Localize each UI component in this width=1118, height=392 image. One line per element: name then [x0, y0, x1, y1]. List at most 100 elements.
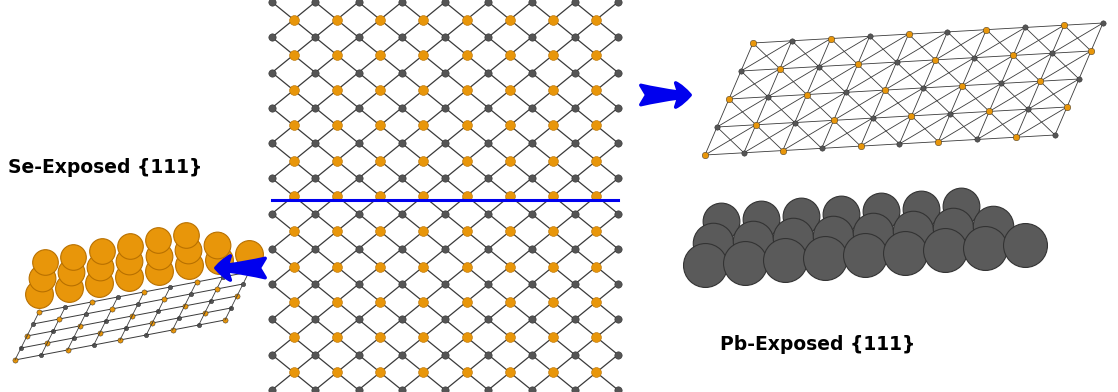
Point — [798, 91, 816, 98]
Point — [822, 35, 840, 42]
Point — [58, 347, 76, 353]
Point — [285, 122, 303, 129]
Point — [587, 16, 605, 23]
Point — [501, 299, 519, 305]
Point — [436, 175, 454, 181]
Point — [566, 246, 584, 252]
Point — [544, 263, 562, 270]
Point — [70, 323, 88, 329]
Point — [1095, 20, 1112, 26]
Point — [350, 69, 368, 76]
Point — [392, 211, 410, 217]
Point — [328, 369, 345, 376]
Point — [501, 158, 519, 164]
Point — [121, 258, 139, 265]
Point — [392, 140, 410, 146]
Point — [306, 0, 324, 5]
Point — [91, 279, 108, 286]
Point — [240, 251, 258, 257]
Point — [872, 208, 890, 214]
Point — [566, 387, 584, 392]
Point — [891, 141, 909, 147]
Point — [587, 299, 605, 305]
Point — [263, 69, 281, 76]
Point — [392, 175, 410, 181]
Point — [150, 253, 168, 259]
Point — [480, 246, 498, 252]
Point — [771, 65, 789, 72]
Point — [285, 87, 303, 93]
Point — [849, 61, 866, 67]
Point — [415, 228, 433, 234]
Point — [774, 147, 792, 154]
Point — [759, 94, 777, 100]
Point — [306, 69, 324, 76]
Point — [609, 211, 627, 217]
Point — [392, 281, 410, 287]
Point — [93, 248, 111, 254]
Point — [736, 260, 754, 266]
Point — [522, 140, 540, 146]
Point — [809, 64, 827, 70]
Point — [117, 325, 135, 331]
Point — [123, 313, 141, 319]
Point — [415, 263, 433, 270]
Point — [436, 246, 454, 252]
Point — [306, 246, 324, 252]
Point — [306, 105, 324, 111]
Point — [234, 281, 252, 287]
Point — [544, 16, 562, 23]
Point — [566, 352, 584, 358]
Point — [609, 175, 627, 181]
Point — [457, 193, 475, 199]
Point — [149, 237, 167, 243]
Point — [609, 69, 627, 76]
Point — [544, 158, 562, 164]
Point — [609, 281, 627, 287]
Point — [915, 85, 932, 91]
Point — [392, 387, 410, 392]
Point — [240, 269, 258, 275]
Point — [415, 16, 433, 23]
Point — [178, 232, 196, 238]
Point — [163, 327, 181, 333]
Point — [609, 352, 627, 358]
Point — [92, 264, 110, 270]
Point — [1070, 76, 1088, 82]
Point — [306, 34, 324, 40]
Point — [457, 16, 475, 23]
Point — [457, 122, 475, 129]
Point — [415, 334, 433, 340]
Point — [609, 140, 627, 146]
Point — [263, 211, 281, 217]
Point — [350, 0, 368, 5]
Point — [745, 40, 762, 46]
Point — [587, 158, 605, 164]
Point — [1007, 134, 1025, 140]
Point — [6, 357, 23, 363]
Point — [852, 143, 870, 149]
Point — [501, 122, 519, 129]
Point — [1004, 52, 1022, 58]
Point — [415, 52, 433, 58]
Point — [566, 281, 584, 287]
Point — [150, 268, 168, 274]
Point — [222, 305, 240, 311]
Point — [1082, 48, 1100, 54]
Point — [863, 115, 881, 121]
Point — [263, 387, 281, 392]
Point — [522, 246, 540, 252]
Point — [566, 0, 584, 5]
Point — [161, 284, 179, 290]
Point — [480, 105, 498, 111]
Point — [480, 0, 498, 5]
Point — [371, 369, 389, 376]
Point — [501, 334, 519, 340]
Point — [783, 38, 800, 44]
Point — [85, 342, 103, 348]
Point — [285, 228, 303, 234]
Point — [712, 218, 730, 224]
Point — [480, 175, 498, 181]
Point — [30, 291, 48, 297]
Point — [306, 281, 324, 287]
